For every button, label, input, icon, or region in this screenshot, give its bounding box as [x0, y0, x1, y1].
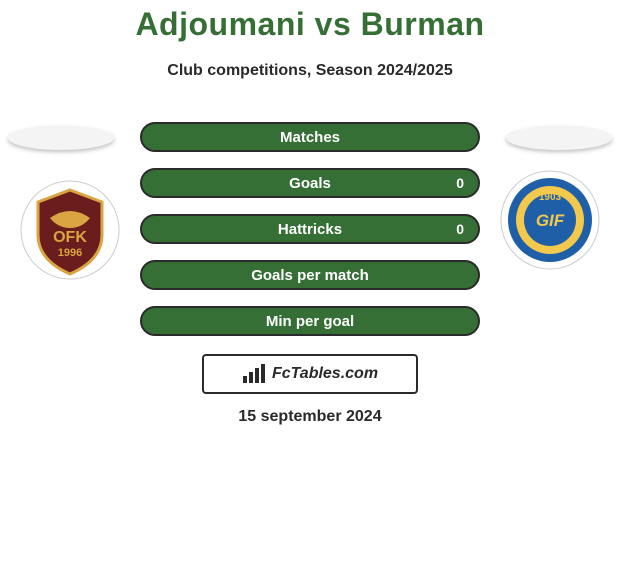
stat-label: Hattricks	[278, 221, 342, 238]
brand-badge: FcTables.com	[202, 354, 418, 394]
stat-bars: Matches Goals 0 Hattricks 0 Goals per ma…	[140, 122, 480, 352]
svg-text:OFK: OFK	[53, 229, 87, 246]
barchart-icon	[242, 364, 266, 384]
stat-label: Goals	[289, 175, 331, 192]
club-crest-left: OFK 1996	[20, 180, 120, 280]
club-crest-right: 1903 GIF	[500, 170, 600, 270]
brand-text: FcTables.com	[272, 365, 378, 383]
stat-bar-goals: Goals 0	[140, 168, 480, 198]
stat-bar-matches: Matches	[140, 122, 480, 152]
generated-date: 15 september 2024	[0, 408, 620, 426]
stat-bar-hattricks: Hattricks 0	[140, 214, 480, 244]
stat-value-right: 0	[456, 175, 464, 191]
svg-text:GIF: GIF	[536, 211, 565, 230]
stat-bar-goals-per-match: Goals per match	[140, 260, 480, 290]
svg-text:1903: 1903	[539, 192, 562, 203]
player-oval-left	[8, 126, 114, 150]
shield-icon: OFK 1996	[20, 180, 120, 280]
roundel-icon: 1903 GIF	[500, 170, 600, 270]
page-subtitle: Club competitions, Season 2024/2025	[0, 62, 620, 80]
svg-text:1996: 1996	[58, 247, 82, 259]
page-title: Adjoumani vs Burman	[0, 6, 620, 43]
stat-value-right: 0	[456, 221, 464, 237]
stat-bar-min-per-goal: Min per goal	[140, 306, 480, 336]
comparison-infographic: Adjoumani vs Burman Club competitions, S…	[0, 0, 620, 580]
stat-label: Goals per match	[251, 267, 369, 284]
player-oval-right	[506, 126, 612, 150]
stat-label: Matches	[280, 129, 340, 146]
stat-label: Min per goal	[266, 313, 354, 330]
